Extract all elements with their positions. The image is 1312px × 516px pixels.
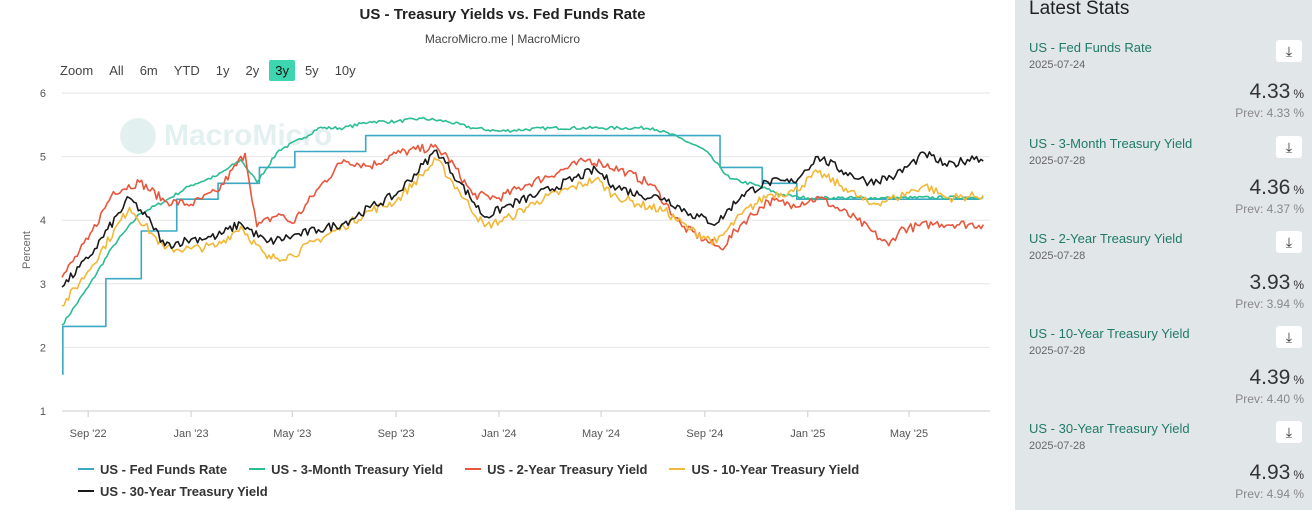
legend-label: US - 30-Year Treasury Yield [100,483,268,499]
legend-item-10-year-yield[interactable]: US - 10-Year Treasury Yield [669,462,859,477]
x-tick-label: Jan '25 [790,428,825,440]
watermark: MacroMicro [120,118,332,154]
x-tick-label: Jan '23 [174,428,209,440]
legend-item-3-month-yield[interactable]: US - 3-Month Treasury Yield [249,462,443,477]
legend-row: US - 30-Year Treasury Yield [78,480,978,502]
legend-swatch [465,468,482,470]
series-line-us-2-year-treasury-yield[interactable] [61,143,984,278]
y-tick-label: 1 [40,406,46,418]
stat-value: 4.39% [1249,366,1304,389]
watermark-logo-icon [120,118,156,154]
legend-swatch [669,468,686,470]
x-tick-label: Sep '24 [686,428,723,440]
y-tick-labels: 1 2 3 4 5 6 [40,88,46,418]
series-line-us-30-year-treasury-yield[interactable] [61,149,984,288]
stat-date: 2025-07-28 [1029,440,1086,452]
zoom-button-3y[interactable]: 3y [269,59,295,81]
zoom-button-6m[interactable]: 6m [139,62,158,78]
zoom-button-5y[interactable]: 5y [304,62,319,78]
y-axis-label: Percent [21,231,33,269]
zoom-button-2y[interactable]: 2y [245,62,260,78]
y-tick-label: 6 [40,88,46,100]
y-tick-label: 3 [40,279,46,291]
stat-value: 4.33% [1249,80,1304,103]
download-icon[interactable]: ⤓ [1276,231,1302,253]
stat-card-2-year-yield: US - 2-Year Treasury Yield 2025-07-28 ⤓ … [1015,231,1312,326]
grid-lines [62,92,990,417]
zoom-button-1y[interactable]: 1y [215,62,230,78]
stat-value: 4.93% [1249,461,1304,484]
download-icon[interactable]: ⤓ [1276,40,1302,62]
stat-value: 4.36% [1249,176,1304,199]
line-chart[interactable]: 1 2 3 4 5 6 Sep '22 Jan '23 May '23 Sep '23 Jan '… [0,0,1005,455]
stat-name[interactable]: US - 30-Year Treasury Yield [1029,421,1190,436]
stat-prev: Prev: 3.94 % [1235,297,1304,311]
legend-swatch [78,468,94,470]
stat-date: 2025-07-28 [1029,250,1086,262]
series-line-us-fed-funds-rate[interactable] [62,134,980,375]
legend-row: US - Fed Funds Rate US - 3-Month Treasur… [78,458,978,480]
legend-swatch [78,490,94,492]
latest-stats-panel: Latest Stats US - Fed Funds Rate 2025-07… [1015,0,1312,510]
stat-prev: Prev: 4.40 % [1235,392,1304,406]
stat-prev: Prev: 4.94 % [1235,487,1304,501]
zoom-label: Zoom [60,62,94,78]
chart-title: US - Treasury Yields vs. Fed Funds Rate [359,6,646,23]
legend-item-30-year-yield[interactable]: US - 30-Year Treasury Yield [78,484,268,499]
stat-card-30-year-yield: US - 30-Year Treasury Yield 2025-07-28 ⤓… [1015,421,1312,516]
legend-label: US - 10-Year Treasury Yield [691,461,860,477]
zoom-button-ytd[interactable]: YTD [173,62,200,78]
stats-title: Latest Stats [1029,0,1130,19]
stat-value: 3.93% [1249,271,1304,294]
stat-card-fed-funds-rate: US - Fed Funds Rate 2025-07-24 ⤓ 4.33% P… [1015,40,1312,135]
x-tick-label: Sep '22 [70,428,107,440]
stat-name[interactable]: US - 10-Year Treasury Yield [1029,326,1190,341]
y-tick-label: 4 [40,215,46,227]
legend-label: US - 2-Year Treasury Yield [487,461,648,477]
y-tick-label: 2 [40,342,46,354]
chart-legend: US - Fed Funds Rate US - 3-Month Treasur… [78,458,978,502]
zoom-controls: Zoom All 6m YTD 1y 2y 3y 5y 10y [60,59,366,81]
y-tick-label: 5 [40,152,46,164]
legend-label: US - 3-Month Treasury Yield [271,461,444,477]
legend-label: US - Fed Funds Rate [100,461,228,477]
stat-card-3-month-yield: US - 3-Month Treasury Yield 2025-07-28 ⤓… [1015,136,1312,231]
x-tick-label: May '23 [273,428,311,440]
legend-item-fed-funds-rate[interactable]: US - Fed Funds Rate [78,462,227,477]
chart-panel: US - Treasury Yields vs. Fed Funds Rate … [0,0,1005,502]
zoom-button-all[interactable]: All [109,62,124,78]
stat-name[interactable]: US - 2-Year Treasury Yield [1029,231,1183,246]
download-icon[interactable]: ⤓ [1276,326,1302,348]
download-icon[interactable]: ⤓ [1276,136,1302,158]
zoom-button-10y[interactable]: 10y [334,62,356,78]
stat-date: 2025-07-28 [1029,155,1086,167]
stat-name[interactable]: US - 3-Month Treasury Yield [1029,136,1193,151]
legend-swatch [249,468,266,470]
stat-prev: Prev: 4.33 % [1235,106,1304,120]
stat-name[interactable]: US - Fed Funds Rate [1029,40,1152,55]
stat-card-10-year-yield: US - 10-Year Treasury Yield 2025-07-28 ⤓… [1015,326,1312,421]
x-tick-label: May '24 [582,428,620,440]
stat-date: 2025-07-24 [1029,59,1086,71]
download-icon[interactable]: ⤓ [1276,421,1302,443]
stat-prev: Prev: 4.37 % [1235,202,1304,216]
x-tick-label: May '25 [890,428,928,440]
series-line-us-10-year-treasury-yield[interactable] [61,157,984,307]
watermark-text: MacroMicro [164,119,333,152]
chart-subtitle: MacroMicro.me | MacroMicro [424,32,581,46]
x-tick-label: Sep '23 [378,428,415,440]
legend-item-2-year-yield[interactable]: US - 2-Year Treasury Yield [465,462,647,477]
stat-date: 2025-07-28 [1029,345,1086,357]
series-line-us-3-month-treasury-yield[interactable] [61,116,984,326]
x-tick-label: Jan '24 [481,428,516,440]
x-tick-labels: Sep '22 Jan '23 May '23 Sep '23 Jan '24 May '… [70,428,928,440]
series-lines [61,116,984,375]
